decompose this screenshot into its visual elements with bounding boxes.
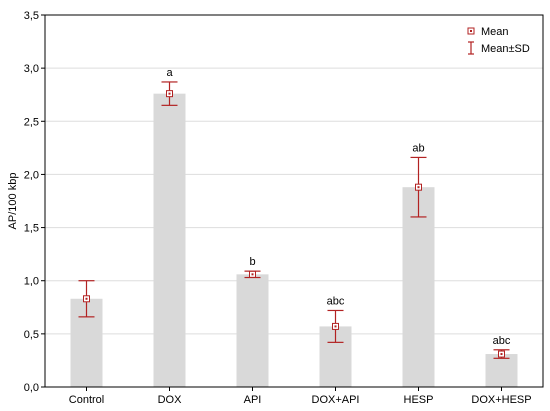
- significance-label: b: [249, 256, 255, 268]
- bar: [236, 274, 269, 387]
- y-tick-label: 2,0: [24, 169, 39, 181]
- mean-marker-dot: [85, 297, 88, 300]
- x-tick-label: DOX: [158, 394, 183, 406]
- y-axis-ticks: 0,0 0,5 1,0 1,5 2,0 2,5 3,0 3,5: [24, 10, 45, 394]
- legend-label: Mean±SD: [481, 43, 530, 55]
- y-tick-label: 0,0: [24, 382, 39, 394]
- y-tick-label: 0,5: [24, 329, 39, 341]
- y-axis-label: AP/100 kbp: [7, 173, 19, 230]
- x-axis-ticks: Control DOX API DOX+API HESP DOX+HESP: [69, 387, 532, 406]
- x-tick-label: HESP: [404, 394, 434, 406]
- y-tick-label: 3,0: [24, 63, 39, 75]
- gridlines: [45, 67, 543, 335]
- mean-marker-dot: [168, 92, 171, 95]
- legend-mean-marker-dot: [470, 30, 472, 32]
- y-tick-label: 1,0: [24, 276, 39, 288]
- significance-label: ab: [412, 142, 424, 154]
- bar: [153, 93, 186, 387]
- mean-marker-dot: [251, 273, 254, 276]
- legend: Mean Mean±SD: [467, 26, 530, 55]
- error-bars: [78, 81, 510, 359]
- x-tick-label: API: [244, 394, 262, 406]
- x-tick-label: DOX+HESP: [471, 394, 531, 406]
- x-tick-label: Control: [69, 394, 104, 406]
- y-tick-label: 3,5: [24, 10, 39, 22]
- mean-marker-dot: [334, 325, 337, 328]
- significance-label: abc: [327, 295, 345, 307]
- legend-label: Mean: [481, 26, 509, 38]
- bar: [402, 187, 435, 387]
- mean-marker-dot: [500, 353, 503, 356]
- bar: [485, 354, 518, 387]
- significance-label: a: [166, 67, 173, 79]
- y-tick-label: 1,5: [24, 223, 39, 235]
- mean-marker-dot: [417, 186, 420, 189]
- significance-label: abc: [493, 335, 511, 347]
- plot-frame: [44, 14, 544, 388]
- x-tick-label: DOX+API: [312, 394, 360, 406]
- y-tick-label: 2,5: [24, 116, 39, 128]
